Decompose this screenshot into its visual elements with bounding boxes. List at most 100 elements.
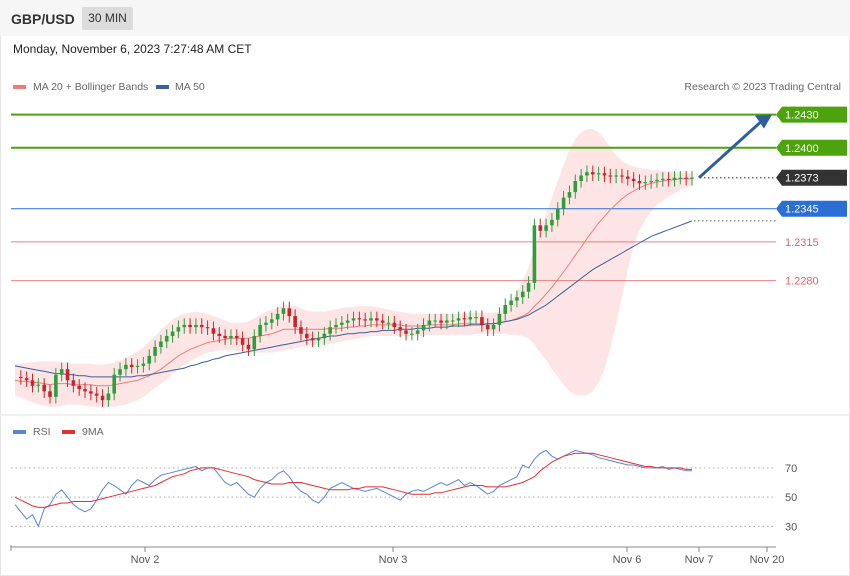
candle-body [398, 327, 402, 331]
candle-body [637, 181, 642, 184]
candle-body [369, 318, 373, 321]
level-tags: 1.2430 1.2400 1.2373 1.2345 1.2315 1.2280 [776, 106, 847, 288]
candle-body [672, 177, 677, 180]
pane-divider [0, 414, 850, 416]
candle-body [258, 324, 262, 336]
candle-body [375, 318, 379, 321]
candle-body [468, 317, 473, 320]
candle-body [678, 177, 683, 179]
candle-body [410, 333, 414, 335]
candle-body [620, 175, 624, 177]
candle-body [36, 384, 41, 386]
candle-body [293, 316, 297, 328]
candle-body [217, 333, 222, 336]
forecast-arrow [697, 114, 772, 179]
candle-body [106, 393, 111, 401]
candle-body [77, 385, 81, 390]
candle-body [194, 324, 198, 328]
candle-body [491, 324, 496, 330]
bollinger-band [15, 129, 692, 407]
candle-body [211, 328, 216, 334]
candle-body [579, 175, 583, 182]
candle-body [310, 338, 315, 341]
copyright-label: Research © 2023 Trading Central [684, 81, 841, 93]
candle-body [223, 335, 227, 339]
rsi-legend-swatch [13, 430, 26, 434]
candle-body [392, 322, 397, 328]
candle-body [19, 376, 23, 379]
candle-body [24, 378, 29, 381]
symbol-label: GBP/USD [11, 11, 75, 27]
level-tag-1.2345: 1.2345 [785, 204, 819, 216]
candle-body [404, 330, 408, 334]
candle-body [427, 320, 432, 325]
bollinger-band-area [15, 129, 692, 407]
chart-datetime: Monday, November 6, 2023 7:27:48 AM CET [13, 42, 252, 56]
candle-body [567, 192, 572, 198]
candle-body [503, 304, 508, 314]
candle-body [71, 380, 76, 386]
candle-body [287, 308, 292, 317]
candle-body [655, 179, 659, 182]
candle-body [345, 320, 350, 323]
timeframe-button[interactable]: 30 MIN [82, 7, 133, 30]
candle-body [351, 318, 356, 321]
candle-body [386, 322, 391, 324]
candle-body [234, 335, 239, 339]
rsi-tick-30: 30 [785, 521, 797, 533]
candle-body [65, 369, 70, 381]
candle-body [328, 327, 332, 334]
ma20-legend-swatch [13, 85, 26, 89]
candle-body [176, 327, 181, 332]
candle-body [532, 225, 537, 283]
candle-body [415, 330, 420, 334]
candle-body [602, 173, 607, 176]
candle-body [275, 313, 280, 320]
candle-body [59, 369, 64, 375]
candle-body [281, 308, 286, 314]
forecast-arrow-shaft [697, 121, 762, 179]
candle-body [526, 282, 531, 292]
candle-body [684, 177, 688, 179]
candle-body [83, 389, 87, 392]
candle-body [182, 324, 187, 328]
candle-body [229, 335, 233, 339]
rsi-ma-legend-swatch [62, 430, 75, 434]
candle-body [316, 338, 321, 341]
level-tag-bg-1.2345 [776, 200, 847, 217]
candle-body [439, 320, 443, 323]
candle-body [334, 324, 338, 328]
level-tag-1.2400: 1.2400 [785, 143, 819, 155]
candle-body [456, 318, 461, 321]
x-tick-label: Nov 2 [131, 554, 160, 566]
rsi-ma-line [14, 452, 692, 508]
candle-body [661, 178, 665, 180]
candle-body [538, 225, 543, 231]
candle-body [269, 319, 274, 323]
candle-body [340, 322, 344, 325]
candle-body [199, 324, 204, 328]
candle-body [474, 317, 478, 319]
candle-body [445, 320, 449, 323]
candle-body [252, 335, 257, 350]
candle-body [631, 178, 636, 182]
x-tick-label: Nov 20 [750, 554, 785, 566]
ma50-legend-label: MA 50 [175, 81, 205, 93]
candle-body [649, 181, 653, 183]
candle-body [480, 317, 484, 325]
candle-body [544, 225, 548, 231]
rsi-tick-70: 70 [785, 463, 797, 475]
candle-body [357, 318, 362, 320]
candle-body [153, 347, 157, 356]
forecast-arrow-head [755, 114, 772, 129]
candle-body [141, 363, 146, 366]
candle-body [520, 291, 525, 298]
ma20-legend-label: MA 20 + Bollinger Bands [33, 81, 148, 93]
candle-body [322, 333, 327, 339]
level-tag-1.2430: 1.2430 [785, 110, 819, 122]
candle-body [94, 393, 99, 396]
candle-body [590, 172, 595, 175]
candle-body [205, 327, 210, 329]
candle-body [690, 177, 694, 179]
